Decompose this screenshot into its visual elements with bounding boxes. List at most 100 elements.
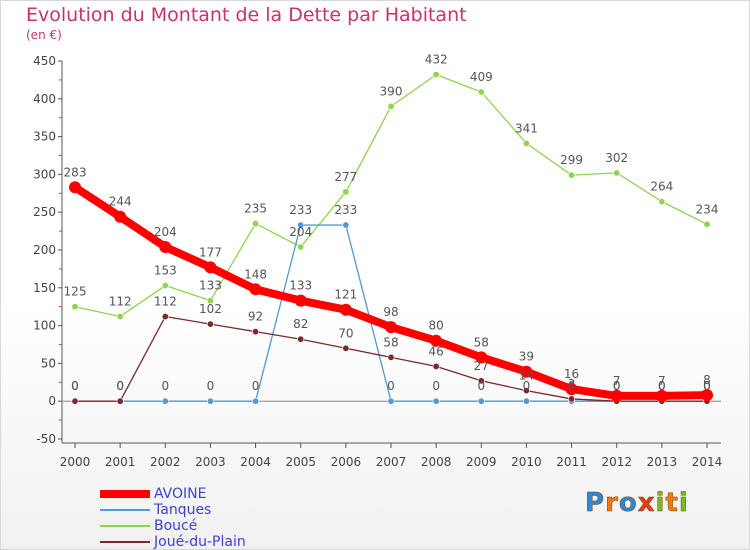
data-point-Boucé (703, 220, 711, 228)
data-point-Joué-du-Plain (161, 313, 169, 321)
data-point-Boucé (252, 220, 260, 228)
data-point-AVOINE (204, 261, 217, 274)
x-tick-label: 2006 (331, 455, 362, 469)
series-line-Boucé (74, 73, 708, 318)
data-label-AVOINE: 8 (703, 373, 711, 387)
data-label-Boucé: 302 (605, 151, 628, 165)
y-tick-label: 50 (41, 356, 56, 370)
data-point-Joué-du-Plain (206, 320, 214, 328)
data-label-Joué-du-Plain: 82 (293, 317, 308, 331)
logo-letter: x (637, 488, 656, 519)
x-tick-label: 2005 (285, 455, 316, 469)
data-label-Tanques: 0 (161, 379, 169, 393)
x-tick-label: 2004 (240, 455, 271, 469)
data-label-AVOINE: 283 (64, 165, 87, 179)
data-point-Joué-du-Plain (432, 362, 440, 370)
legend-item: AVOINE (100, 486, 300, 502)
y-tick-label: 150 (33, 281, 56, 295)
data-point-Tanques (252, 397, 260, 405)
data-point-Joué-du-Plain (568, 395, 576, 403)
x-tick-label: 2003 (195, 455, 226, 469)
data-label-AVOINE: 98 (383, 305, 398, 319)
data-label-Joué-du-Plain: 46 (429, 344, 444, 358)
data-label-Tanques: 0 (658, 379, 666, 393)
x-tick-label: 2009 (466, 455, 497, 469)
data-label-AVOINE: 39 (519, 350, 534, 364)
data-label-Tanques: 233 (334, 203, 357, 217)
data-label-Tanques: 233 (289, 203, 312, 217)
data-point-Joué-du-Plain (71, 397, 79, 405)
data-label-AVOINE: 121 (334, 288, 357, 302)
data-point-Tanques (161, 397, 169, 405)
data-point-Boucé (71, 303, 79, 311)
data-point-AVOINE (114, 210, 127, 223)
legend-item: Boucé (100, 518, 300, 534)
chart-title: Evolution du Montant de la Dette par Hab… (26, 4, 467, 26)
data-point-Tanques (206, 397, 214, 405)
legend-label: Tanques (154, 502, 212, 518)
data-label-Boucé: 341 (515, 121, 538, 135)
data-point-Boucé (161, 282, 169, 290)
legend-swatch (100, 525, 150, 527)
y-tick-label: 300 (33, 167, 56, 181)
legend-item: Tanques (100, 502, 300, 518)
data-label-Tanques: 0 (703, 379, 711, 393)
data-label-Joué-du-Plain: 0 (71, 379, 79, 393)
logo-letter: t (665, 488, 679, 519)
data-label-Tanques: 0 (432, 379, 440, 393)
data-label-Tanques: 0 (477, 379, 485, 393)
data-point-AVOINE (701, 389, 713, 402)
data-label-Tanques: 0 (207, 379, 215, 393)
data-label-Tanques: 0 (71, 379, 79, 393)
data-point-Boucé (568, 171, 576, 179)
series-lines (69, 71, 713, 405)
data-point-AVOINE (520, 365, 533, 378)
data-label-Tanques: 0 (523, 379, 531, 393)
data-point-Boucé (342, 188, 350, 196)
y-tick-label: 250 (33, 205, 56, 219)
y-tick-label: 450 (33, 54, 56, 68)
y-tick-label: 200 (33, 243, 56, 257)
data-label-Boucé: 204 (289, 225, 312, 239)
data-point-Joué-du-Plain (342, 344, 350, 352)
data-point-Tanques (477, 397, 485, 405)
data-label-Boucé: 112 (109, 295, 132, 309)
data-label-AVOINE: 58 (474, 335, 489, 349)
data-label-Joué-du-Plain: 112 (154, 295, 177, 309)
legend-item: Joué-du-Plain (100, 534, 300, 550)
data-label-AVOINE: 133 (289, 279, 312, 293)
data-label-AVOINE: 204 (154, 225, 177, 239)
data-label-AVOINE: 80 (429, 319, 444, 333)
data-point-Joué-du-Plain (522, 387, 530, 395)
data-label-Boucé: 234 (696, 202, 719, 216)
data-point-Tanques (387, 397, 395, 405)
data-point-Tanques (522, 397, 530, 405)
logo-letter: o (618, 488, 638, 519)
data-label-AVOINE: 148 (244, 267, 267, 281)
data-point-AVOINE (565, 383, 578, 396)
data-label-AVOINE: 244 (109, 195, 132, 209)
data-label-Tanques: 0 (116, 379, 124, 393)
data-point-Tanques (432, 397, 440, 405)
data-point-Boucé (522, 139, 530, 147)
data-label-Tanques: 0 (387, 379, 395, 393)
data-label-Boucé: 264 (650, 180, 673, 194)
data-point-Tanques (342, 221, 350, 229)
data-label-AVOINE: 16 (564, 367, 579, 381)
unit-label: (en €) (26, 28, 62, 42)
legend-label: Boucé (154, 518, 198, 534)
data-point-Joué-du-Plain (116, 397, 124, 405)
data-point-Boucé (613, 169, 621, 177)
data-label-Boucé: 390 (380, 84, 403, 98)
x-tick-label: 2010 (511, 455, 542, 469)
x-tick-label: 2012 (601, 455, 632, 469)
data-label-Boucé: 153 (154, 264, 177, 278)
data-point-Boucé (658, 198, 666, 206)
data-label-Boucé: 432 (425, 53, 448, 67)
logo-letter: i (655, 488, 666, 519)
data-point-AVOINE (610, 389, 623, 402)
data-label-Boucé: 235 (244, 202, 267, 216)
y-tick-label: 100 (33, 319, 56, 333)
